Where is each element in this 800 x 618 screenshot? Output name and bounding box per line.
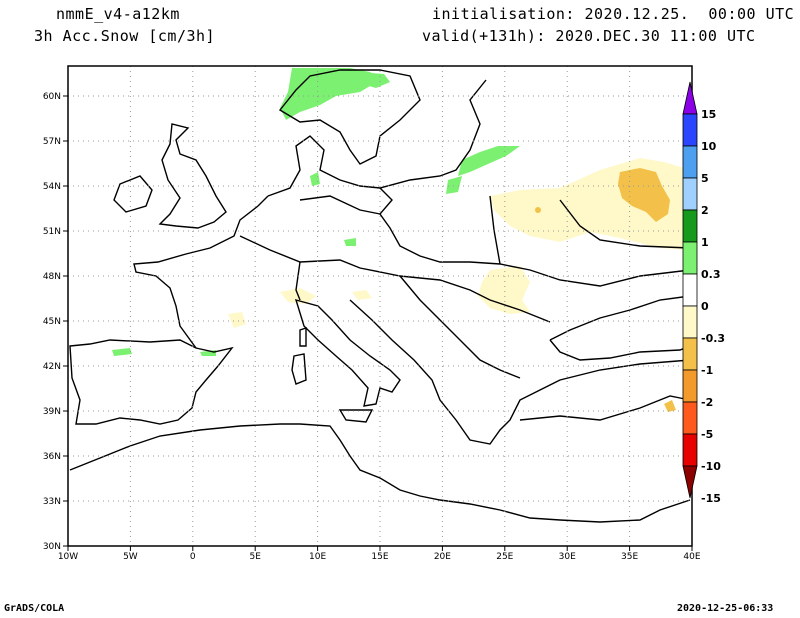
colorbar-label: 2: [701, 204, 709, 217]
colorbar-box: [682, 401, 698, 435]
lon-tick-label: 10W: [58, 552, 78, 562]
colorbar-label: 5: [701, 172, 709, 185]
colorbar-box: [682, 241, 698, 275]
lat-tick-label: 30N: [43, 542, 61, 552]
colorbar-label: 10: [701, 140, 717, 153]
lat-tick-label: 45N: [43, 317, 61, 327]
colorbar-box: [682, 145, 698, 179]
lat-tick-label: 57N: [43, 137, 61, 147]
colorbar-box: [682, 273, 698, 307]
colorbar-label: -1: [701, 364, 713, 377]
colorbar-box: [682, 337, 698, 371]
lat-tick-label: 39N: [43, 407, 61, 417]
colorbar-top-triangle: [682, 81, 698, 115]
colorbar-label: -5: [701, 428, 713, 441]
footer-right: 2020-12-25-06:33: [677, 603, 774, 614]
lon-tick-label: 0: [190, 552, 196, 562]
colorbar-label: 1: [701, 236, 709, 249]
lat-tick-label: 48N: [43, 272, 61, 282]
colorbar-box: [682, 433, 698, 467]
colorbar-label: 15: [701, 108, 716, 121]
lon-tick-label: 5W: [123, 552, 138, 562]
lon-tick-label: 15E: [371, 552, 388, 562]
colorbar-bottom-triangle: [682, 465, 698, 499]
colorbar-box: [682, 177, 698, 211]
colorbar-box: [682, 305, 698, 339]
lat-tick-label: 33N: [43, 497, 61, 507]
lon-tick-label: 30E: [559, 552, 576, 562]
footer-left: GrADS/COLA: [4, 603, 65, 614]
colorbar-label: -10: [701, 460, 721, 473]
colorbar-box: [682, 369, 698, 403]
coastlines: [69, 69, 691, 523]
lat-tick-label: 60N: [43, 92, 61, 102]
colorbar-label: -0.3: [701, 332, 725, 345]
colorbar-label: -2: [701, 396, 713, 409]
lon-tick-label: 5E: [249, 552, 261, 562]
lon-tick-label: 10E: [309, 552, 326, 562]
valid-time: valid(+131h): 2020.DEC.30 11:00 UTC: [422, 27, 756, 45]
lat-tick-label: 42N: [43, 362, 61, 372]
colorbar-label: 0.3: [701, 268, 721, 281]
field-title: 3h Acc.Snow [cm/3h]: [34, 27, 216, 45]
lon-tick-label: 40E: [683, 552, 700, 562]
snow-shading: [112, 68, 690, 412]
lat-tick-label: 36N: [43, 452, 61, 462]
lat-tick-label: 54N: [43, 182, 61, 192]
model-title: nmmE_v4-a12km: [56, 5, 180, 23]
lon-tick-label: 35E: [621, 552, 638, 562]
colorbar-box: [682, 113, 698, 147]
lat-tick-label: 51N: [43, 227, 61, 237]
init-time: initialisation: 2020.12.25. 00:00 UTC: [432, 5, 795, 23]
colorbar-box: [682, 209, 698, 243]
colorbar-label: 0: [701, 300, 709, 313]
colorbar-label: -15: [701, 492, 721, 505]
lon-tick-label: 20E: [434, 552, 451, 562]
lon-tick-label: 25E: [496, 552, 513, 562]
